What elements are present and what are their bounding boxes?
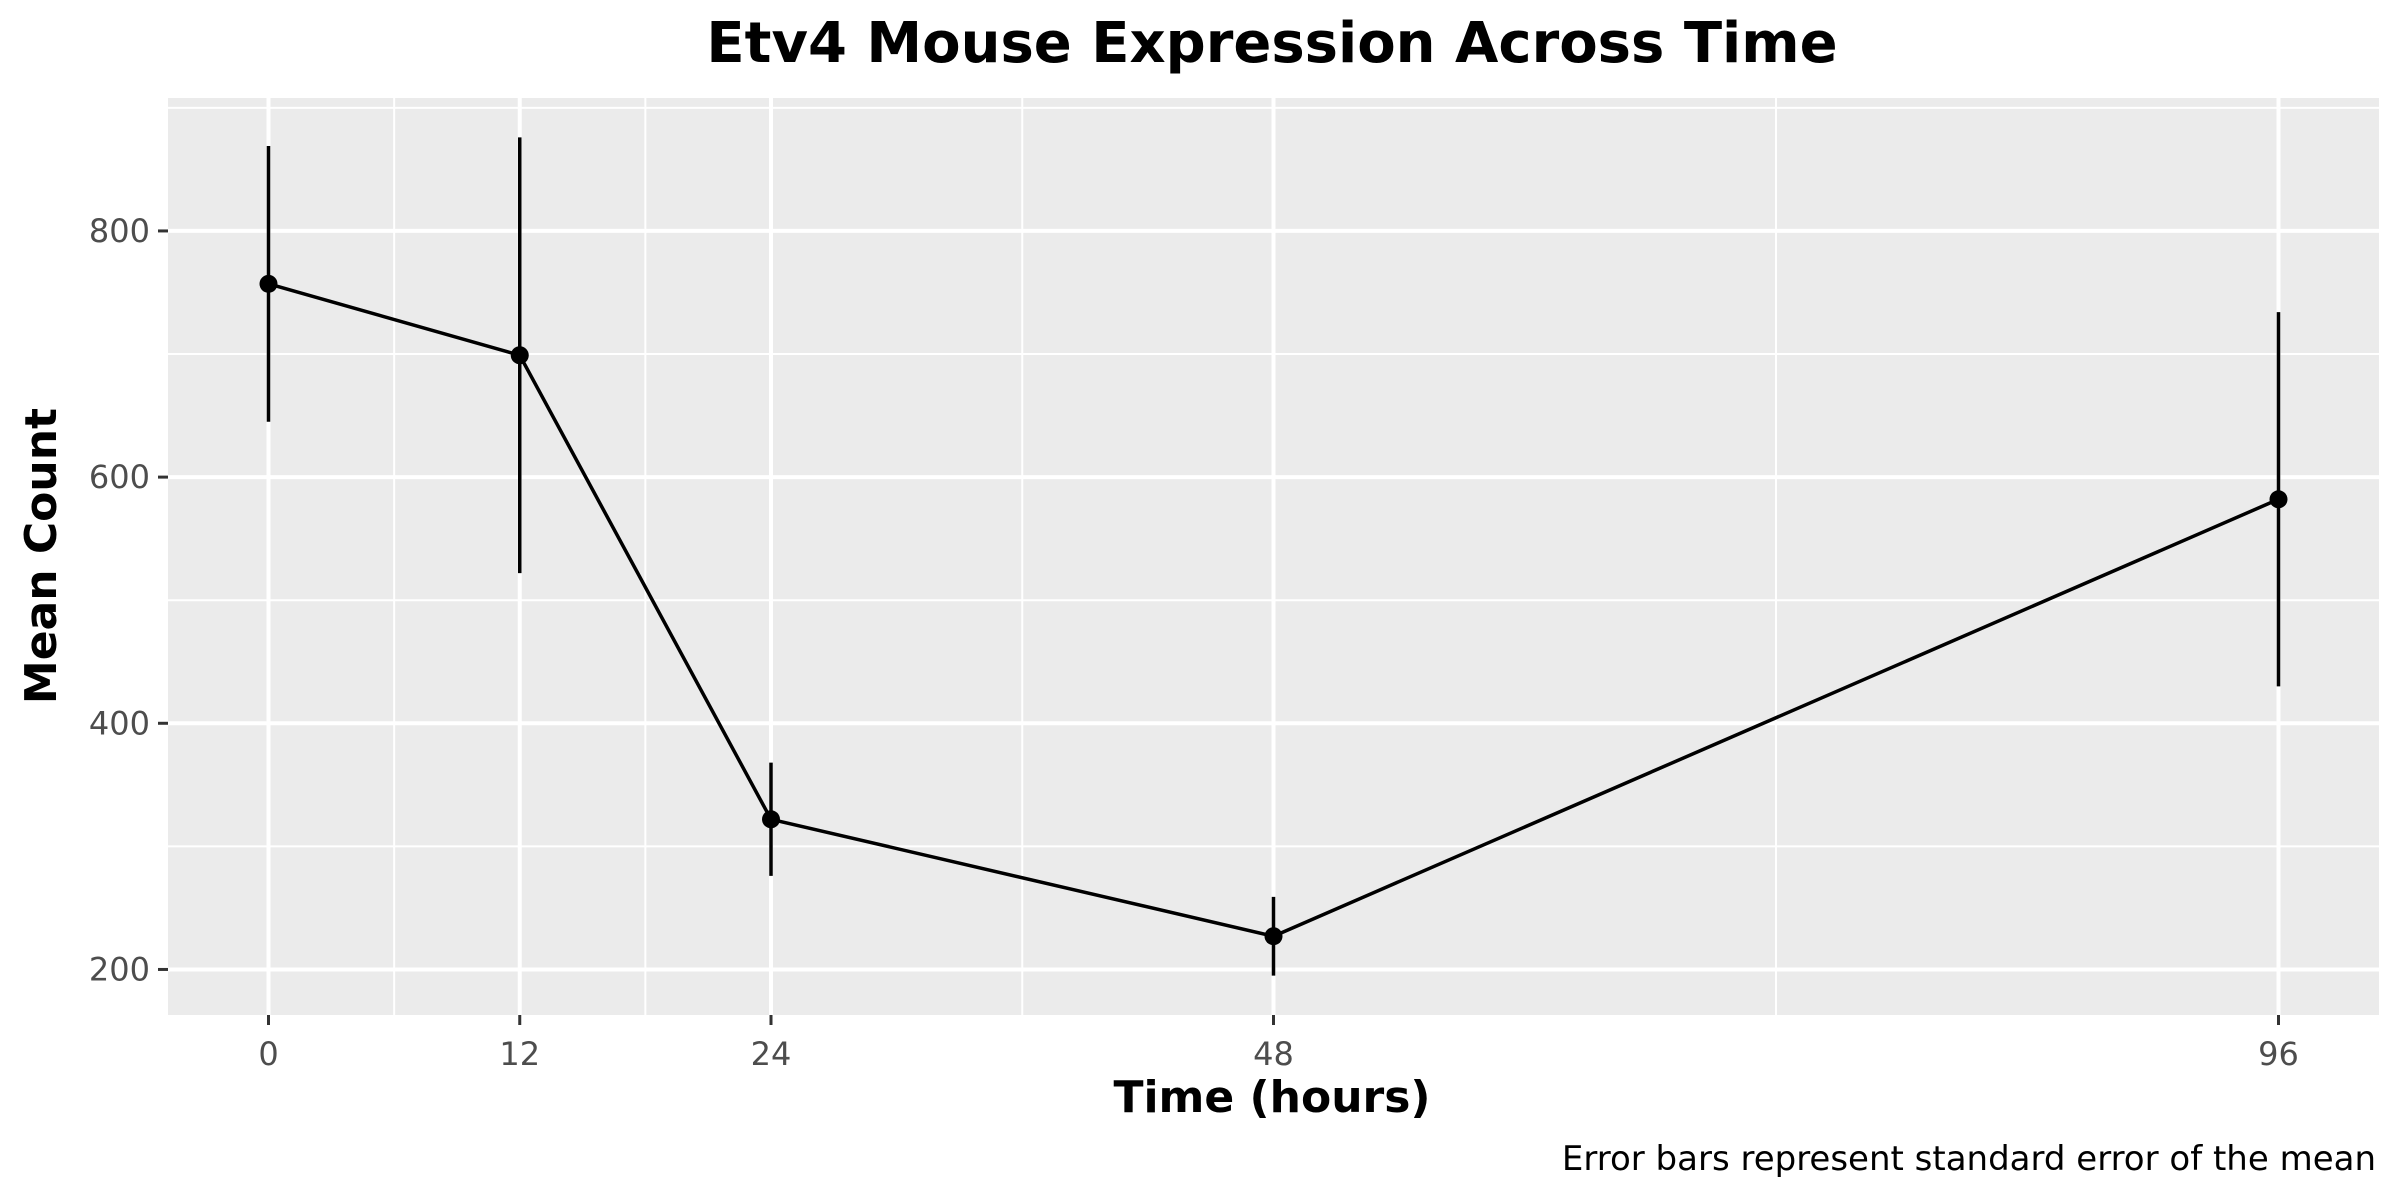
chart-caption: Error bars represent standard error of t… [1562,1139,2376,1179]
series-layer [259,137,2288,976]
data-point [1264,927,1283,946]
y-tick-label: 800 [89,212,150,250]
data-point [259,274,278,293]
y-tick-label: 200 [89,950,150,988]
data-point [2269,490,2288,509]
x-tick-label: 24 [751,1035,792,1073]
x-tick-label: 0 [258,1035,278,1073]
x-tick-label: 48 [1253,1035,1294,1073]
ticks-layer: 0 12 24 48 96 200 400 600 800 [89,212,2299,1073]
x-tick-label: 12 [499,1035,540,1073]
y-axis-title: Mean Count [16,408,67,704]
x-axis-title: Time (hours) [1113,1072,1430,1123]
data-point [510,346,529,365]
data-point [762,810,780,829]
x-tick-label: 96 [2258,1035,2299,1073]
y-tick-label: 400 [89,704,150,742]
y-tick-label: 600 [89,458,150,496]
chart-title: Etv4 Mouse Expression Across Time [706,11,1837,76]
